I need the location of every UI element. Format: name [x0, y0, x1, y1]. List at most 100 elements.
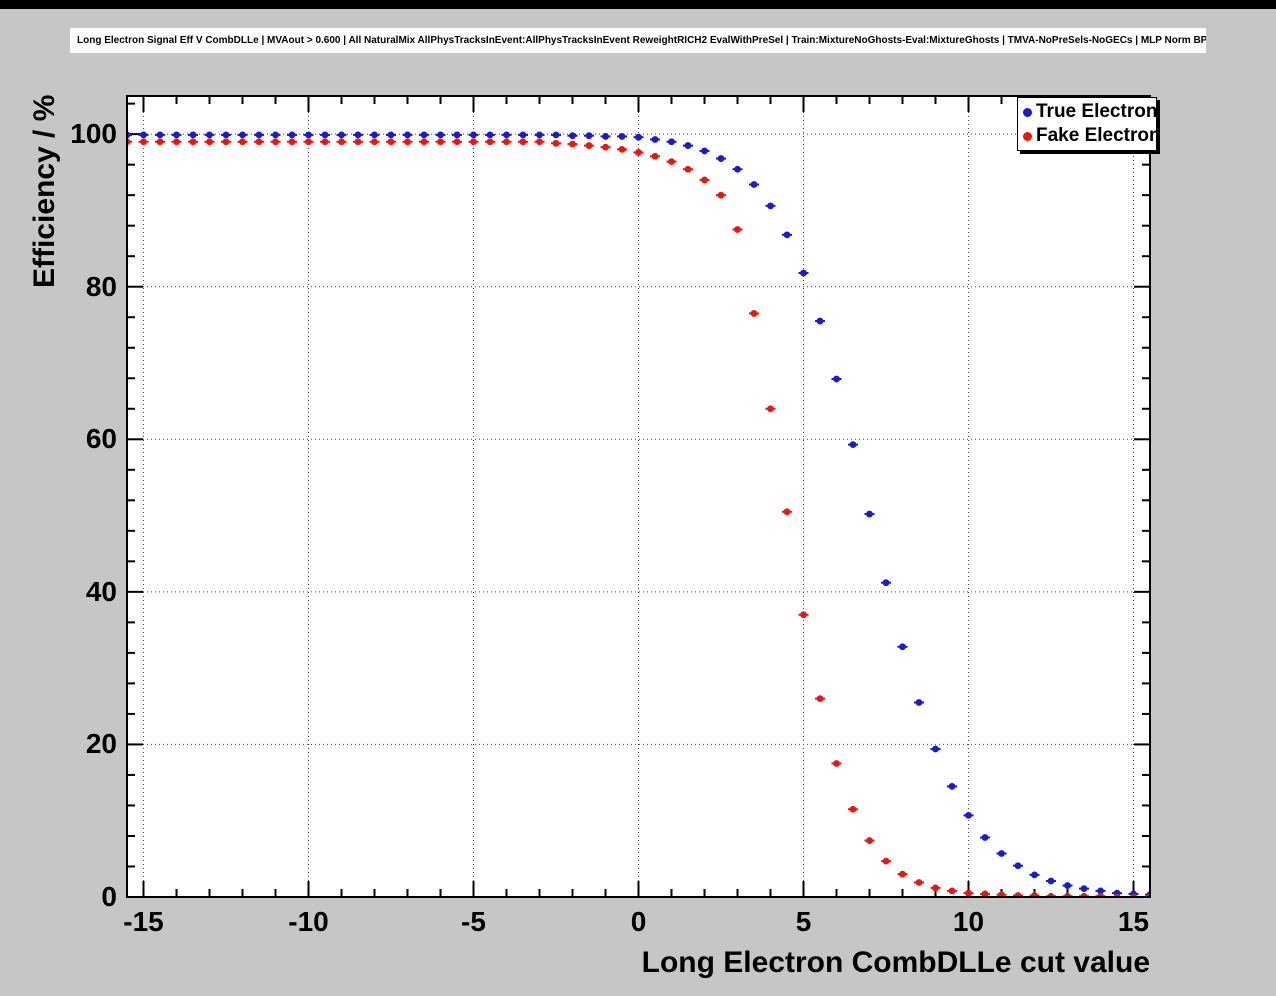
data-point	[1097, 887, 1104, 895]
x-tick-label: -10	[288, 906, 329, 937]
data-point	[734, 165, 741, 173]
data-point	[338, 138, 345, 146]
series-true-electron-points	[126, 131, 1151, 898]
data-point	[486, 131, 494, 139]
data-point	[668, 138, 675, 146]
data-point	[602, 143, 609, 151]
data-point	[288, 131, 296, 139]
data-point	[437, 131, 444, 139]
data-point	[585, 142, 593, 149]
data-point	[767, 405, 774, 413]
data-point	[239, 138, 246, 146]
data-point	[651, 136, 659, 143]
data-point	[635, 133, 642, 141]
data-point	[585, 132, 593, 140]
data-point	[948, 887, 956, 895]
data-point	[387, 131, 395, 139]
data-point	[470, 138, 477, 146]
legend-label-true-electron: True Electron	[1036, 101, 1158, 122]
data-point	[569, 140, 576, 148]
data-point	[156, 131, 164, 139]
plot-frame	[126, 95, 1151, 898]
data-point	[1080, 885, 1088, 893]
data-point	[503, 131, 510, 139]
data-point	[915, 699, 923, 706]
data-point	[338, 131, 345, 139]
data-point	[371, 131, 378, 139]
data-point	[453, 131, 461, 139]
data-point	[206, 131, 213, 139]
data-point	[173, 131, 180, 139]
x-tick-label: 10	[952, 906, 985, 937]
x-tick-label: -15	[123, 906, 164, 937]
y-tick-label: 100	[70, 118, 117, 150]
data-point	[981, 890, 989, 898]
data-point	[354, 131, 362, 139]
data-point	[1047, 877, 1055, 885]
data-point	[981, 834, 989, 841]
data-point	[1031, 871, 1038, 879]
data-point	[998, 850, 1005, 857]
data-point	[668, 158, 675, 166]
data-point	[189, 131, 197, 139]
data-point	[404, 138, 411, 146]
y-tick-label: 40	[85, 575, 117, 607]
legend: True Electron Fake Electron	[1017, 97, 1161, 151]
data-point	[272, 138, 279, 146]
data-point	[173, 138, 180, 146]
data-point	[618, 133, 626, 140]
data-point	[866, 837, 873, 844]
y-tick-label: 20	[85, 728, 117, 760]
data-point	[882, 579, 890, 587]
x-axis-label: Long Electron CombDLLe cut value	[641, 946, 1150, 979]
x-tick-label: -5	[461, 906, 486, 937]
data-point	[321, 138, 329, 146]
data-point	[899, 870, 906, 878]
data-point	[816, 317, 824, 325]
data-point	[569, 132, 576, 140]
data-point	[602, 133, 609, 140]
legend-entry-fake-electron: Fake Electron	[1023, 124, 1161, 148]
data-point	[255, 138, 263, 146]
data-point	[618, 146, 626, 153]
data-point	[321, 131, 329, 139]
data-point	[239, 131, 246, 139]
data-point	[849, 441, 857, 449]
data-point	[387, 138, 395, 146]
data-point	[684, 165, 692, 173]
data-point	[222, 138, 230, 146]
data-point	[932, 745, 939, 753]
legend-entry-true-electron: True Electron	[1023, 100, 1158, 124]
y-tick-label: 80	[85, 270, 117, 302]
data-point	[750, 181, 758, 188]
data-point	[701, 176, 708, 184]
data-point	[684, 142, 692, 149]
data-point	[651, 152, 659, 160]
data-point	[701, 147, 708, 155]
x-tick-label: 0	[630, 906, 647, 937]
data-point	[288, 138, 296, 146]
data-point	[470, 131, 477, 139]
data-point	[833, 375, 840, 383]
data-point	[932, 884, 939, 892]
data-point	[354, 138, 362, 146]
data-point	[965, 889, 972, 897]
data-point	[750, 310, 758, 317]
data-point	[371, 138, 378, 146]
y-tick-label: 60	[85, 423, 117, 455]
window-top-bar	[0, 0, 1276, 9]
data-point	[717, 155, 725, 162]
data-point	[305, 138, 312, 146]
data-point	[486, 138, 494, 146]
data-point	[915, 879, 923, 886]
data-point	[536, 138, 543, 146]
data-point	[882, 857, 890, 865]
data-point	[816, 695, 824, 703]
data-point	[734, 226, 741, 233]
data-point	[156, 138, 164, 146]
data-point	[800, 611, 807, 619]
data-point	[140, 138, 147, 146]
data-point	[222, 131, 230, 139]
fake-electron-marker-icon	[1023, 131, 1032, 141]
